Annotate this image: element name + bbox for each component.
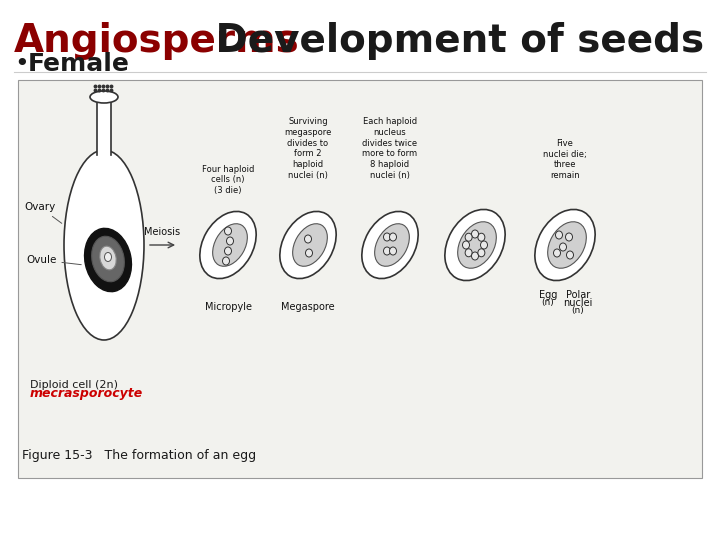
Ellipse shape bbox=[462, 241, 469, 249]
Ellipse shape bbox=[225, 227, 232, 235]
Text: Four haploid
cells (n)
(3 die): Four haploid cells (n) (3 die) bbox=[202, 165, 254, 195]
Text: Meiosis: Meiosis bbox=[144, 227, 180, 237]
Text: Each haploid
nucleus
divides twice
more to form
8 haploid
nuclei (n): Each haploid nucleus divides twice more … bbox=[362, 117, 418, 180]
Text: •: • bbox=[14, 52, 29, 76]
Text: Five
nuclei die;
three
remain: Five nuclei die; three remain bbox=[543, 139, 587, 180]
Ellipse shape bbox=[305, 249, 312, 257]
Text: Development of seeds: Development of seeds bbox=[202, 22, 704, 60]
Text: Megaspore: Megaspore bbox=[282, 302, 335, 312]
Ellipse shape bbox=[292, 224, 328, 266]
Ellipse shape bbox=[465, 233, 472, 241]
Text: Egg: Egg bbox=[539, 290, 557, 300]
Ellipse shape bbox=[478, 233, 485, 241]
Text: mecrasporocyte: mecrasporocyte bbox=[30, 387, 143, 400]
Ellipse shape bbox=[458, 222, 496, 268]
Ellipse shape bbox=[390, 233, 397, 241]
Text: Micropyle: Micropyle bbox=[204, 302, 251, 312]
Ellipse shape bbox=[84, 228, 132, 292]
Text: Ovule: Ovule bbox=[26, 255, 81, 265]
Ellipse shape bbox=[305, 235, 312, 243]
Bar bbox=[97, 103, 111, 155]
Text: Polar: Polar bbox=[566, 290, 590, 300]
Ellipse shape bbox=[280, 212, 336, 279]
Ellipse shape bbox=[384, 247, 390, 255]
Ellipse shape bbox=[390, 247, 397, 255]
Ellipse shape bbox=[225, 247, 232, 255]
Text: Figure 15-3   The formation of an egg: Figure 15-3 The formation of an egg bbox=[22, 449, 256, 462]
Text: Ovary: Ovary bbox=[24, 202, 62, 224]
Ellipse shape bbox=[472, 230, 479, 238]
Ellipse shape bbox=[556, 231, 562, 239]
Ellipse shape bbox=[465, 249, 472, 257]
Ellipse shape bbox=[472, 252, 479, 260]
Ellipse shape bbox=[554, 249, 560, 257]
Ellipse shape bbox=[200, 212, 256, 279]
Text: (n): (n) bbox=[572, 306, 585, 315]
Text: (n): (n) bbox=[541, 298, 554, 307]
Ellipse shape bbox=[227, 237, 233, 245]
Text: Female: Female bbox=[28, 52, 130, 76]
Ellipse shape bbox=[445, 210, 505, 281]
Text: Surviving
megaspore
divides to
form 2
haploid
nuclei (n): Surviving megaspore divides to form 2 ha… bbox=[284, 117, 332, 180]
Ellipse shape bbox=[565, 233, 572, 241]
Ellipse shape bbox=[478, 249, 485, 257]
Ellipse shape bbox=[535, 210, 595, 281]
Text: nuclei: nuclei bbox=[563, 298, 593, 308]
Ellipse shape bbox=[64, 150, 144, 340]
Ellipse shape bbox=[362, 212, 418, 279]
Ellipse shape bbox=[567, 251, 574, 259]
Bar bbox=[18, 80, 702, 478]
Ellipse shape bbox=[100, 246, 116, 270]
Ellipse shape bbox=[90, 91, 118, 103]
Text: Diploid cell (2n): Diploid cell (2n) bbox=[30, 380, 118, 390]
Ellipse shape bbox=[222, 257, 230, 265]
Ellipse shape bbox=[104, 253, 112, 261]
Ellipse shape bbox=[374, 224, 410, 266]
Ellipse shape bbox=[548, 222, 586, 268]
Ellipse shape bbox=[91, 237, 125, 282]
Ellipse shape bbox=[559, 243, 567, 251]
Text: Angiosperms: Angiosperms bbox=[14, 22, 300, 60]
Ellipse shape bbox=[384, 233, 390, 241]
Ellipse shape bbox=[212, 224, 248, 266]
Ellipse shape bbox=[480, 241, 487, 249]
